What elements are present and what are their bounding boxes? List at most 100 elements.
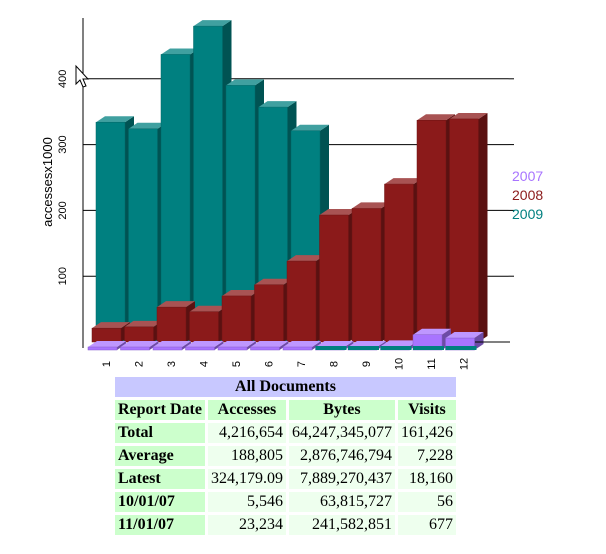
bar-side: [182, 341, 191, 350]
y-tick-label: 400: [57, 70, 69, 88]
x-tick-label: 8: [329, 361, 341, 367]
floor-strip-2009: [348, 346, 379, 350]
bar-front: [128, 128, 158, 343]
bar-front: [384, 183, 414, 343]
bar-front: [351, 208, 382, 343]
table-title: All Documents: [115, 377, 456, 397]
legend-entry-2007: 2007: [512, 168, 543, 184]
bar-side: [279, 341, 289, 350]
cell-bytes: 64,247,345,077: [288, 423, 395, 443]
bar-front: [91, 327, 122, 343]
cell-visits: 18,160: [397, 469, 456, 489]
bar-2007-4: [185, 341, 224, 351]
bar-top: [258, 101, 297, 108]
bar-front: [120, 346, 150, 351]
cell-accesses: 23,234: [207, 515, 286, 535]
bar-front: [185, 346, 215, 351]
header-visits: Visits: [397, 400, 456, 420]
x-tick-label: 3: [166, 361, 178, 367]
cell-visits: 56: [397, 492, 456, 512]
x-tick-label: 1: [101, 361, 113, 367]
y-tick-label: 100: [57, 267, 69, 285]
table-row: 11/01/07 23,234 241,582,851 677: [115, 515, 456, 535]
bar-top: [250, 341, 289, 347]
bar-top: [380, 340, 419, 347]
bar-2007-12: [445, 332, 484, 351]
cell-bytes: 241,582,851: [288, 515, 395, 535]
bar-front: [217, 346, 248, 351]
cell-accesses: 5,546: [207, 492, 286, 512]
bar-front: [416, 120, 447, 343]
floor-strip-2009: [445, 346, 477, 350]
bar-top: [254, 278, 293, 285]
bar-front: [221, 295, 252, 343]
all-documents-table: All Documents Report Date Accesses Bytes…: [112, 374, 459, 538]
bar-top: [153, 341, 191, 347]
header-bytes: Bytes: [288, 400, 395, 420]
y-tick-label: 200: [57, 201, 69, 219]
header-accesses: Accesses: [207, 400, 286, 420]
bar-side: [344, 341, 354, 350]
bar-front: [124, 326, 154, 343]
y-axis-title: accessesx1000: [40, 137, 55, 227]
bar-top: [291, 124, 329, 131]
row-label: Latest: [115, 469, 205, 489]
bar-front: [254, 284, 284, 343]
bar-top: [185, 341, 224, 347]
bar-top: [283, 341, 321, 347]
bar-top: [226, 79, 264, 86]
bar-front: [286, 260, 317, 343]
bar-front: [95, 121, 126, 343]
bar-side: [214, 341, 224, 350]
bar-2007-3: [152, 341, 191, 351]
bar-2007-6: [250, 341, 289, 351]
bar-front: [193, 25, 223, 343]
cell-visits: 7,228: [397, 446, 456, 466]
x-tick-label: 12: [459, 358, 471, 370]
table-row: Latest 324,179.09 7,889,270,437 18,160: [115, 469, 456, 489]
bar-top: [157, 301, 195, 308]
bar-front: [319, 214, 349, 343]
x-tick-label: 5: [231, 361, 243, 367]
table-row: 10/01/07 5,546 63,815,727 56: [115, 492, 456, 512]
table-header-row: Report Date Accesses Bytes Visits: [115, 400, 456, 420]
bar-top: [222, 289, 260, 296]
cell-accesses: 324,179.09: [207, 469, 286, 489]
bar-top: [413, 328, 451, 335]
x-tick-label: 4: [199, 361, 211, 367]
bar-2008-7: [286, 255, 325, 343]
table-row: Average 188,805 2,876,746,794 7,228: [115, 446, 456, 466]
bar-top: [417, 114, 455, 121]
cell-bytes: 2,876,746,794: [288, 446, 395, 466]
bar-side: [377, 341, 386, 350]
x-tick-label: 2: [134, 361, 146, 367]
bar-front: [250, 346, 280, 351]
floor-strip-2009: [380, 346, 412, 350]
bar-side: [312, 341, 321, 350]
table-row: Total 4,216,654 64,247,345,077 161,426: [115, 423, 456, 443]
bar-2008-12: [449, 112, 488, 343]
bar-top: [352, 202, 390, 209]
row-label: Total: [115, 423, 205, 443]
x-tick-label: 11: [426, 358, 438, 369]
bar-top: [445, 332, 484, 339]
bar-front: [152, 346, 183, 351]
legend-entry-2009: 2009: [512, 206, 543, 222]
bar-2007-5: [217, 341, 256, 351]
bar-top: [92, 322, 130, 329]
bar-top: [348, 341, 386, 347]
bar-side: [149, 341, 159, 350]
bar-top: [124, 320, 163, 327]
bar-top: [128, 122, 167, 129]
cursor-icon: [75, 64, 90, 88]
bar-side: [117, 341, 126, 350]
bar-top: [193, 20, 232, 27]
bar-front: [449, 118, 479, 343]
bar-top: [189, 305, 228, 312]
x-tick-label: 6: [264, 361, 276, 367]
y-tick-label: 300: [57, 135, 69, 153]
cell-bytes: 7,889,270,437: [288, 469, 395, 489]
bar-front: [160, 54, 191, 343]
floor-strip-2009: [315, 346, 347, 350]
